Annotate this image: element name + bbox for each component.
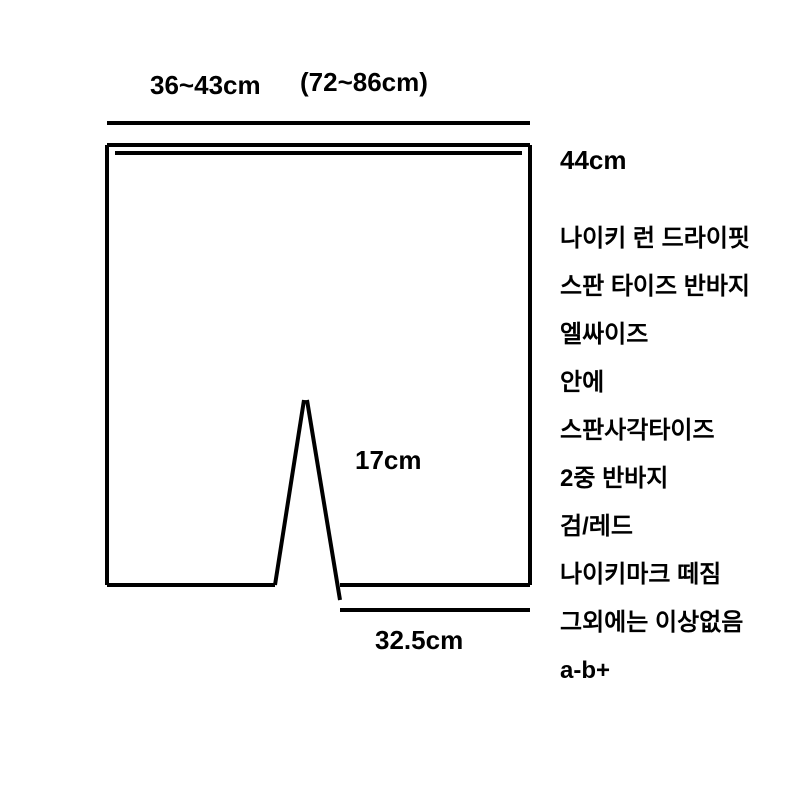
description-item: 나이키마크 떼짐 [560, 551, 750, 599]
description-item: 그외에는 이상없음 [560, 599, 750, 647]
label-leg-width: 32.5cm [375, 625, 463, 656]
description-item: 스판 타이즈 반바지 [560, 263, 750, 311]
label-height: 44cm [560, 145, 627, 176]
description-list: 나이키 런 드라이핏스판 타이즈 반바지엘싸이즈안에스판사각타이즈2중 반바지검… [560, 215, 750, 695]
label-waist-half: 36~43cm [150, 70, 261, 101]
description-item: 안에 [560, 359, 750, 407]
description-item: 엘싸이즈 [560, 311, 750, 359]
description-item: 나이키 런 드라이핏 [560, 215, 750, 263]
description-item: 2중 반바지 [560, 455, 750, 503]
label-inseam: 17cm [355, 445, 422, 476]
description-item: 검/레드 [560, 503, 750, 551]
description-item: 스판사각타이즈 [560, 407, 750, 455]
description-item: a-b+ [560, 647, 750, 695]
label-waist-full: (72~86cm) [300, 67, 428, 98]
